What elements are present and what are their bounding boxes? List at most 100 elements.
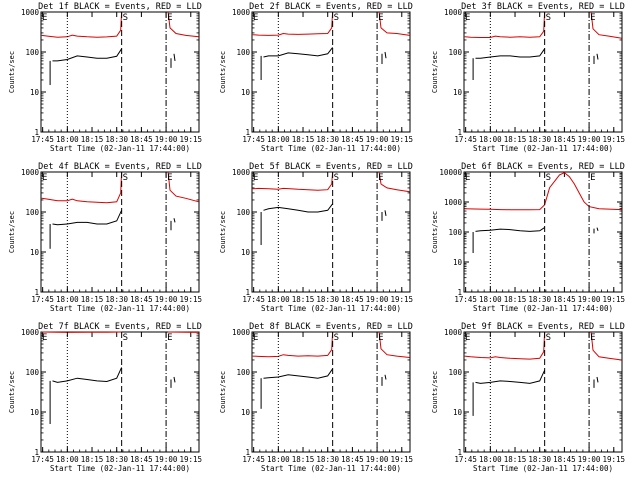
x-tick-label: 18:15 [292, 455, 315, 464]
x-tick-label: 19:00 [578, 135, 601, 144]
series-line-events [596, 227, 599, 231]
x-tick-label: 18:30 [105, 295, 128, 304]
series-line-lld [252, 11, 334, 36]
x-tick-label: 19:15 [602, 295, 625, 304]
series-line-lld [464, 172, 622, 211]
y-tick-label: 100 [236, 208, 250, 217]
x-tick-label: 17:45 [454, 455, 477, 464]
y-tick-label: 100 [25, 368, 39, 377]
y-tick-label: 10000 [439, 168, 462, 177]
x-tick-label: 17:45 [242, 135, 265, 144]
series-line-events [263, 47, 333, 58]
series-line-events [596, 376, 599, 383]
series-line-events [263, 203, 333, 213]
marker-label: E [167, 13, 172, 23]
x-tick-label: 18:45 [130, 295, 153, 304]
x-tick-label: 19:00 [366, 295, 389, 304]
marker-label: E [253, 13, 258, 23]
chart-title: Det 6f BLACK = Events, RED = LLD [461, 162, 625, 172]
y-tick-label: 10 [453, 88, 463, 97]
x-tick-label: 18:00 [56, 135, 79, 144]
x-tick-label: 19:15 [390, 455, 413, 464]
marker-label: S [334, 173, 339, 183]
x-tick-label: 18:30 [105, 455, 128, 464]
x-tick-label: 18:30 [316, 135, 339, 144]
x-tick-label: 19:15 [602, 455, 625, 464]
y-axis-label: Counts/sec [431, 51, 439, 93]
y-tick-label: 1 [34, 288, 39, 297]
x-tick-label: 19:15 [179, 295, 202, 304]
x-axis-label: Start Time (02-Jan-11 17:44:00) [50, 464, 190, 473]
chart-title: Det 3f BLACK = Events, RED = LLD [461, 2, 625, 12]
marker-label: S [123, 173, 128, 183]
marker-label: S [123, 13, 128, 23]
marker-label: S [546, 333, 551, 343]
x-tick-label: 18:15 [292, 135, 315, 144]
marker-label: S [334, 333, 339, 343]
x-axis-label: Start Time (02-Jan-11 17:44:00) [261, 304, 401, 313]
y-tick-label: 100 [448, 228, 462, 237]
x-tick-label: 18:15 [81, 295, 104, 304]
x-tick-label: 19:00 [155, 295, 178, 304]
plot-frame [463, 171, 623, 293]
marker-label: E [42, 173, 47, 183]
y-tick-label: 10 [30, 408, 40, 417]
series-line-events [52, 367, 123, 383]
chart-panel-3: Det 3f BLACK = Events, RED = LLD 1 10 100 10… [431, 2, 625, 153]
chart-panel-7: Det 7f BLACK = Events, RED = LLD 1 10 100 10… [8, 322, 202, 473]
y-tick-label: 1 [245, 288, 250, 297]
marker-label: E [378, 333, 383, 343]
x-tick-label: 17:45 [31, 135, 54, 144]
series-line-lld [590, 331, 622, 361]
x-tick-label: 18:45 [130, 455, 153, 464]
chart-title: Det 7f BLACK = Events, RED = LLD [38, 322, 202, 332]
y-tick-label: 1 [245, 128, 250, 137]
y-tick-label: 1 [34, 128, 39, 137]
y-tick-label: 10 [241, 88, 251, 97]
marker-label: E [590, 13, 595, 23]
marker-label: E [465, 333, 470, 343]
x-tick-label: 19:00 [578, 295, 601, 304]
marker-label: E [253, 173, 258, 183]
y-axis-label: Counts/sec [8, 371, 16, 413]
x-tick-label: 19:15 [390, 135, 413, 144]
x-tick-label: 18:00 [267, 295, 290, 304]
chart-panel-1: Det 1f BLACK = Events, RED = LLD 1 10 100 10… [8, 2, 202, 153]
y-tick-label: 1000 [21, 168, 40, 177]
plot-frame [40, 171, 200, 293]
x-tick-label: 19:00 [366, 135, 389, 144]
chart-title: Det 2f BLACK = Events, RED = LLD [249, 2, 413, 12]
chart-title: Det 4f BLACK = Events, RED = LLD [38, 162, 202, 172]
x-tick-label: 18:15 [504, 295, 527, 304]
y-axis-label: Counts/sec [219, 371, 227, 413]
x-axis-label: Start Time (02-Jan-11 17:44:00) [473, 464, 613, 473]
x-axis-label: Start Time (02-Jan-11 17:44:00) [261, 144, 401, 153]
marker-label: E [378, 13, 383, 23]
series-line-lld [167, 11, 199, 38]
x-axis-label: Start Time (02-Jan-11 17:44:00) [473, 144, 613, 153]
x-tick-label: 17:45 [31, 455, 54, 464]
y-tick-label: 1 [457, 448, 462, 457]
x-axis-label: Start Time (02-Jan-11 17:44:00) [50, 304, 190, 313]
series-line-lld [41, 11, 123, 38]
marker-label: S [546, 173, 551, 183]
x-tick-label: 18:00 [479, 455, 502, 464]
x-tick-label: 19:00 [155, 455, 178, 464]
marker-label: S [334, 13, 339, 23]
series-line-events [384, 51, 387, 59]
y-axis-label: Counts/sec [431, 211, 439, 253]
x-tick-label: 18:30 [316, 295, 339, 304]
series-line-lld [378, 171, 410, 193]
series-line-lld [378, 331, 410, 358]
series-line-events [173, 53, 176, 61]
chart-panel-2: Det 2f BLACK = Events, RED = LLD 1 10 100 10… [219, 2, 413, 153]
x-tick-label: 18:45 [341, 455, 364, 464]
plot-frame [251, 331, 411, 453]
y-tick-label: 1000 [232, 168, 251, 177]
y-tick-label: 1 [245, 448, 250, 457]
chart-title: Det 8f BLACK = Events, RED = LLD [249, 322, 413, 332]
series-line-lld [464, 331, 546, 360]
y-tick-label: 10 [453, 408, 463, 417]
series-line-lld [378, 11, 410, 36]
